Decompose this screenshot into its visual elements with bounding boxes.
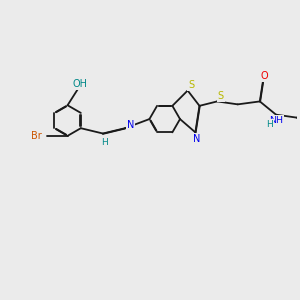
Text: S: S [188, 80, 194, 90]
Text: NH: NH [270, 116, 283, 125]
Text: H: H [266, 120, 273, 129]
Text: N: N [127, 120, 134, 130]
Text: Br: Br [31, 131, 42, 141]
Text: N: N [193, 134, 200, 144]
Text: OH: OH [72, 79, 87, 89]
Text: S: S [218, 91, 224, 101]
Text: O: O [260, 71, 268, 81]
Text: H: H [101, 138, 108, 147]
